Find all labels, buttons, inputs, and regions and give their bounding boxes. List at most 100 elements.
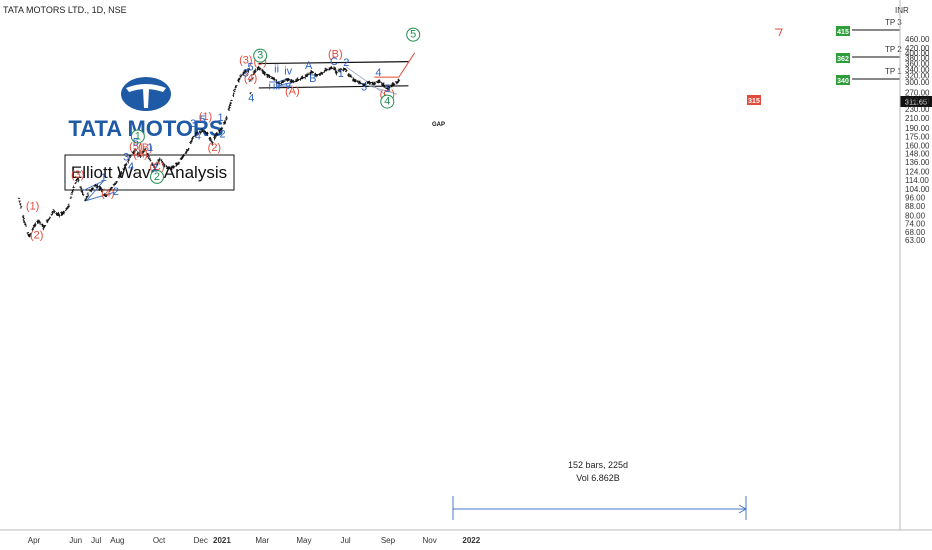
ohlc-bar (79, 186, 83, 191)
ohlc-bar (238, 77, 241, 80)
ohlc-bar (239, 73, 243, 78)
y-tick-label: 114.00 (905, 176, 929, 185)
ohlc-bar (225, 115, 228, 120)
wave-label-blue: 3 (190, 118, 196, 130)
ohlc-bar (224, 120, 227, 125)
last-price-tag (900, 96, 932, 107)
currency-label: INR (895, 6, 909, 15)
x-tick-label: Apr (28, 536, 41, 545)
ohlc-bar (38, 222, 42, 226)
wave-text: 3 (243, 67, 249, 79)
ohlc-bar (52, 209, 56, 212)
target-badge (836, 53, 850, 63)
wave-circle (149, 169, 164, 184)
ohlc-bar (228, 103, 232, 106)
ohlc-bar (158, 157, 161, 161)
ohlc-bar (233, 89, 237, 91)
wave-label-blue: A (305, 60, 313, 72)
wave-text: 5 (248, 61, 254, 73)
ohlc-bar (29, 232, 32, 235)
ohlc-bar (190, 138, 194, 143)
wave-text: 1 (101, 172, 107, 184)
projection-arrow-line (398, 52, 416, 78)
y-tick-label: 88.00 (905, 202, 926, 211)
y-tick-label: 250.00 (905, 96, 930, 105)
y-tick-label: 190.00 (905, 124, 930, 133)
wave-text: iv (284, 66, 292, 78)
ohlc-bar (62, 211, 66, 215)
wave-text: (3) (71, 169, 84, 181)
ohlc-bar (148, 158, 152, 162)
wave-label-blue: 1 (147, 142, 153, 154)
y-tick-label: 230.00 (905, 105, 930, 114)
wave-label-blue: 5 (384, 83, 390, 95)
y-tick-label: 460.00 (905, 35, 930, 44)
ohlc-bar (67, 203, 71, 207)
ohlc-bar (334, 70, 338, 74)
y-tick-label: 420.00 (905, 44, 930, 53)
ohlc-bar (105, 193, 109, 196)
ohlc-bar (153, 165, 157, 170)
y-tick-label: 360.00 (905, 60, 930, 69)
wave-label-blue: 4 (128, 161, 134, 173)
y-tick-label: 80.00 (905, 212, 926, 221)
y-tick-label: 340.00 (905, 65, 930, 74)
ohlc-bar (77, 178, 80, 183)
target-tp2[interactable]: TP 2 362 (836, 45, 902, 63)
ohlc-bar (21, 214, 25, 218)
wave-label-blue: 2 (152, 162, 158, 174)
y-tick-label: 136.00 (905, 158, 930, 167)
wave-label-red: (4) (101, 187, 114, 199)
ohlc-bar (196, 132, 200, 135)
target-name: TP 2 (885, 45, 902, 54)
target-tp3[interactable]: TP 3 415 (836, 18, 902, 36)
ohlc-bar (81, 191, 84, 195)
ohlc-bar (249, 92, 252, 95)
wave-text: (5) (129, 141, 142, 153)
wave-label-blue: B (309, 73, 316, 85)
y-tick-label: 210.00 (905, 114, 930, 123)
ohlc-bar (96, 183, 99, 189)
ohlc-bar (311, 71, 314, 73)
x-tick-label: Jul (91, 536, 101, 545)
ohlc-bar (397, 78, 401, 82)
ohlc-bar (187, 147, 190, 151)
target-badge (836, 26, 850, 36)
wave-label-red: (B) (138, 142, 153, 154)
wave-text: (C) (149, 161, 164, 173)
ohlc-bar (117, 175, 120, 179)
ohlc-bar (134, 148, 138, 151)
target-tp1[interactable]: TP 1 340 (836, 67, 902, 85)
ohlc-bar (232, 92, 235, 97)
wave-text: A (305, 60, 313, 72)
symbol-label: TATA MOTORS LTD., 1D, NSE (3, 5, 127, 15)
ohlc-bar (335, 71, 338, 76)
ohlc-bar (282, 81, 285, 83)
wave-text: 1 (217, 112, 223, 124)
wave-label-green: 2 (149, 169, 164, 184)
chart-title: Elliott Wave Analysis (71, 163, 227, 182)
wave-label-green: 5 (406, 27, 421, 42)
ohlc-bar (282, 80, 286, 82)
gap-label: GAP (432, 122, 445, 128)
ohlc-bar (364, 82, 367, 88)
ohlc-bar (373, 81, 377, 85)
wave-text: ii (274, 63, 279, 75)
ohlc-bar (340, 68, 343, 70)
date-range-arrow-icon (738, 504, 748, 514)
wave-label-red: (A) (285, 86, 300, 98)
wave-text: C (330, 56, 338, 68)
ohlc-bar (91, 187, 94, 190)
ohlc-bar (230, 99, 233, 101)
wave-circle (406, 27, 421, 42)
ohlc-bar (86, 192, 90, 197)
ohlc-bar (120, 171, 123, 175)
ohlc-bar (81, 194, 85, 197)
ohlc-bar (388, 86, 391, 90)
wave-label-green: 1 (130, 129, 145, 144)
last-price-value: 311.65 (905, 98, 927, 107)
y-tick-label: 380.00 (905, 54, 930, 63)
ohlc-bar (133, 148, 137, 153)
ohlc-bar (229, 101, 232, 105)
